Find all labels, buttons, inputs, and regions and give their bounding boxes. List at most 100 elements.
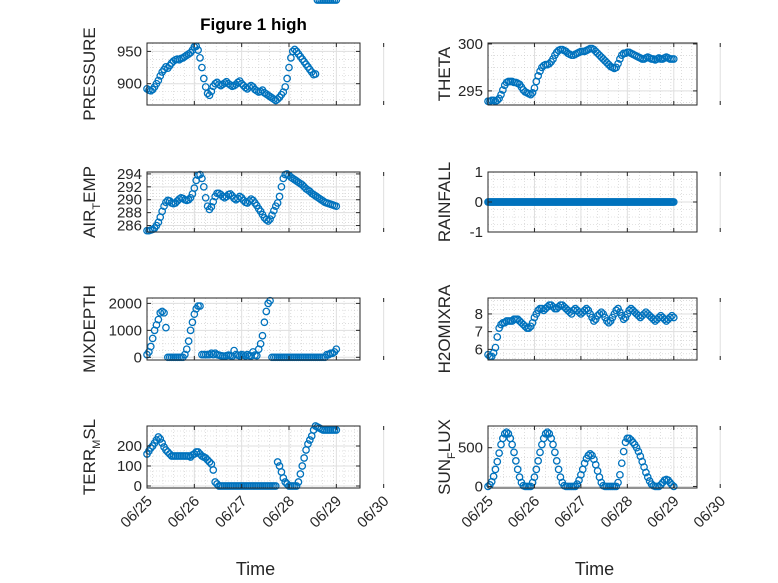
data-point [508, 440, 517, 449]
data-point [175, 195, 184, 203]
data-point [160, 202, 168, 211]
data-point [258, 331, 267, 340]
data-point [493, 333, 502, 341]
data-point [580, 459, 589, 468]
y-tick-label: 295 [458, 83, 483, 100]
axes-box [487, 42, 698, 106]
data-point [668, 311, 676, 320]
data-point [190, 450, 199, 458]
y-tick-label: 100 [117, 458, 142, 475]
y-tick-label: 1 [475, 164, 483, 181]
data-point [146, 342, 155, 351]
data-point [283, 74, 291, 83]
y-tick-label: 950 [117, 43, 142, 60]
axes-box [487, 425, 698, 489]
data-point [201, 193, 210, 202]
x-axis-label-left: Time [236, 559, 275, 579]
data-point [588, 451, 596, 460]
y-tick-label: 8 [475, 306, 483, 323]
data-point [198, 174, 206, 183]
data-point [565, 308, 574, 317]
data-point [332, 0, 341, 4]
data-point [545, 429, 554, 438]
data-point [642, 468, 650, 477]
y-tick-label: 300 [458, 36, 483, 53]
data-point [549, 303, 557, 311]
data-point [252, 86, 261, 95]
data-point [545, 59, 554, 68]
y-axis-label-part: LUX [435, 419, 454, 452]
data-point [146, 444, 155, 452]
data-point [163, 448, 172, 456]
data-point [504, 429, 513, 438]
data-point [182, 345, 191, 354]
data-point [597, 308, 606, 317]
data-point [525, 324, 533, 332]
axes-box [146, 42, 361, 106]
data-point [273, 95, 282, 104]
y-tick-label: 288 [117, 205, 142, 222]
data-point [205, 458, 214, 466]
data-point [632, 443, 641, 452]
y-axis-label: MIXDEPTH [80, 285, 99, 373]
data-point [612, 482, 621, 491]
data-point [264, 217, 273, 225]
data-point [260, 318, 269, 327]
data-point [230, 346, 238, 355]
data-point [595, 310, 604, 318]
y-tick-label: 0 [475, 478, 483, 495]
data-point [190, 184, 199, 192]
y-tick-label: 294 [117, 166, 142, 183]
plot-area [147, 43, 360, 105]
data-point [573, 480, 582, 488]
data-point [268, 211, 276, 220]
data-point [495, 94, 503, 103]
axes-box [146, 171, 361, 233]
data-point [199, 182, 208, 191]
data-point [296, 470, 305, 478]
data-point [184, 337, 193, 345]
y-axis-label-part: SUN [435, 459, 454, 495]
subplot-rainfall: -1 0 1 RAINFALL [435, 162, 721, 242]
y-tick-label: 200 [117, 438, 142, 455]
data-point [669, 55, 678, 63]
data-point [554, 303, 563, 311]
plot-area [147, 298, 360, 360]
y-tick-label: -1 [470, 224, 483, 241]
data-point [497, 90, 505, 99]
data-point [285, 63, 293, 72]
data-point [619, 315, 628, 324]
data-point [619, 447, 628, 456]
data-point [539, 434, 548, 443]
data-point [156, 435, 165, 443]
data-point [186, 193, 195, 202]
data-point [534, 72, 543, 80]
data-point [194, 46, 202, 54]
plot-area [488, 298, 697, 360]
data-point [270, 206, 278, 215]
data-point [643, 473, 652, 481]
data-point [262, 215, 271, 224]
data-point [584, 451, 593, 460]
data-point [186, 326, 195, 335]
data-point [499, 86, 507, 94]
axes-box [146, 297, 361, 361]
data-point [275, 192, 284, 201]
subplot-h2omixra: 678 H2OMIXRA [435, 284, 721, 373]
data-point [586, 450, 595, 458]
y-tick-label: 0 [475, 194, 483, 211]
data-point [521, 322, 530, 331]
data-point [528, 88, 537, 97]
data-point [196, 302, 204, 310]
data-point [154, 76, 163, 85]
data-point [489, 472, 498, 481]
y-tick-label: 0 [134, 478, 142, 495]
data-point [156, 308, 165, 317]
data-point [580, 306, 589, 315]
data-point [256, 339, 265, 348]
y-tick-label: 292 [117, 179, 142, 196]
data-point [198, 63, 206, 72]
